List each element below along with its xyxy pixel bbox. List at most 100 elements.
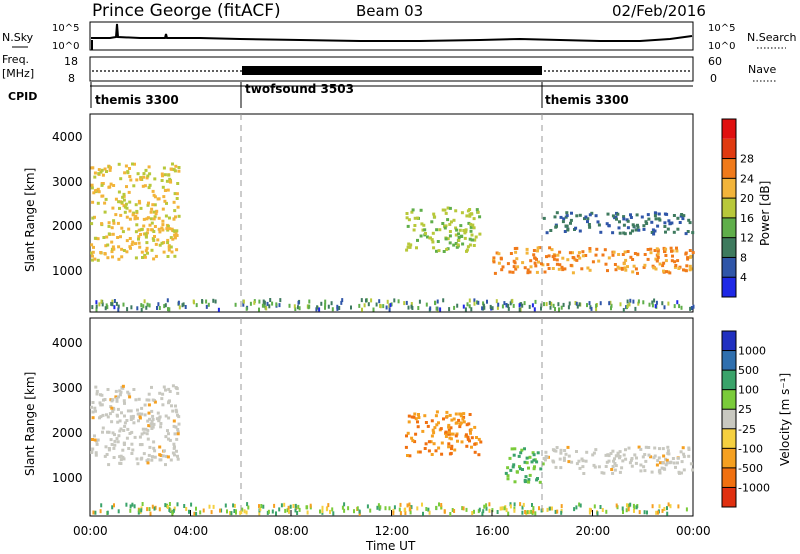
ground-scatter-cell bbox=[434, 301, 437, 306]
echo-cell bbox=[127, 227, 131, 231]
echo-cell bbox=[429, 440, 433, 444]
echo-cell bbox=[114, 395, 118, 399]
echo-cell bbox=[646, 213, 650, 217]
ground-scatter-cell bbox=[358, 511, 361, 516]
ground-scatter-cell bbox=[341, 505, 344, 510]
echo-cell bbox=[469, 431, 472, 435]
echo-cell bbox=[113, 439, 117, 443]
echo-cell bbox=[644, 445, 648, 449]
ground-scatter-cell bbox=[399, 502, 402, 507]
freq-label-2: [MHz] bbox=[2, 67, 34, 80]
ground-scatter-cell bbox=[327, 304, 330, 309]
echo-cell bbox=[134, 242, 137, 246]
echo-cell bbox=[455, 245, 459, 249]
echo-cell bbox=[158, 453, 162, 457]
echo-cell bbox=[615, 454, 619, 458]
echo-cell bbox=[653, 249, 657, 252]
echo-cell bbox=[584, 254, 588, 257]
echo-cell bbox=[679, 214, 683, 218]
echo-cell bbox=[443, 208, 447, 212]
echo-cell bbox=[653, 454, 657, 458]
echo-cell bbox=[435, 249, 438, 253]
echo-cell bbox=[544, 450, 548, 454]
echo-cell bbox=[405, 248, 409, 252]
echo-cell bbox=[456, 243, 460, 247]
echo-cell bbox=[584, 215, 588, 219]
echo-cell bbox=[172, 217, 176, 221]
ground-scatter-cell bbox=[356, 506, 359, 511]
ground-scatter-cell bbox=[410, 304, 413, 309]
echo-cell bbox=[127, 447, 131, 450]
echo-cell bbox=[133, 162, 136, 166]
ground-scatter-cell bbox=[399, 511, 402, 516]
echo-cell bbox=[465, 214, 469, 218]
echo-cell bbox=[440, 452, 444, 456]
echo-cell bbox=[435, 410, 439, 414]
echo-cell bbox=[112, 247, 116, 251]
echo-cell bbox=[622, 262, 626, 266]
echo-cell bbox=[159, 425, 163, 429]
ground-scatter-cell bbox=[320, 301, 323, 306]
power-panel-frame bbox=[89, 113, 694, 313]
echo-cell bbox=[445, 247, 449, 251]
echo-cell bbox=[653, 211, 657, 215]
ground-scatter-cell bbox=[453, 509, 456, 513]
echo-cell bbox=[117, 245, 121, 249]
colorbar-segment bbox=[722, 138, 736, 159]
echo-cell bbox=[171, 409, 175, 413]
echo-cell bbox=[452, 417, 456, 421]
echo-cell bbox=[478, 232, 482, 236]
echo-cell bbox=[175, 410, 179, 414]
ground-scatter-cell bbox=[425, 302, 428, 307]
echo-cell bbox=[618, 470, 622, 474]
echo-cell bbox=[472, 226, 476, 230]
echo-cell bbox=[657, 456, 661, 460]
echo-cell bbox=[586, 220, 589, 224]
ground-scatter-cell bbox=[556, 509, 559, 514]
echo-cell bbox=[433, 215, 437, 219]
echo-cell bbox=[153, 449, 157, 453]
ground-scatter-cell bbox=[259, 507, 262, 512]
ground-scatter-cell bbox=[648, 302, 651, 307]
echo-cell bbox=[629, 213, 632, 217]
echo-cell bbox=[416, 420, 419, 424]
ground-scatter-cell bbox=[306, 505, 309, 510]
ground-scatter-cell bbox=[589, 305, 592, 310]
echo-cell bbox=[154, 254, 158, 258]
colorbar-segment bbox=[722, 217, 736, 238]
echo-cell bbox=[91, 216, 95, 220]
ground-scatter-cell bbox=[549, 305, 552, 310]
echo-cell bbox=[120, 255, 124, 259]
echo-cell bbox=[413, 216, 417, 220]
echo-cell bbox=[144, 168, 148, 172]
colorbar-label: 20 bbox=[740, 192, 754, 205]
echo-cell bbox=[656, 255, 660, 259]
ground-scatter-cell bbox=[142, 304, 145, 309]
echo-cell bbox=[142, 172, 146, 176]
echo-cell bbox=[569, 218, 573, 222]
colorbar-segment bbox=[722, 119, 736, 139]
echo-cell bbox=[112, 446, 116, 450]
ground-scatter-cell bbox=[199, 510, 202, 515]
echo-cell bbox=[138, 412, 142, 416]
ground-scatter-cell bbox=[551, 506, 553, 511]
ground-scatter-cell bbox=[294, 307, 297, 311]
echo-cell bbox=[107, 448, 111, 452]
ground-scatter-cell bbox=[232, 503, 235, 508]
echo-cell bbox=[660, 466, 664, 470]
ground-scatter-cell bbox=[692, 304, 695, 309]
echo-cell bbox=[475, 208, 479, 212]
echo-cell bbox=[105, 170, 108, 173]
echo-cell bbox=[105, 453, 109, 456]
echo-cell bbox=[606, 269, 609, 273]
echo-cell bbox=[624, 448, 627, 452]
echo-cell bbox=[596, 220, 600, 224]
echo-cell bbox=[127, 392, 131, 396]
echo-cell bbox=[135, 457, 139, 461]
echo-cell bbox=[565, 214, 569, 218]
echo-cell bbox=[468, 413, 472, 416]
echo-cell bbox=[565, 224, 569, 228]
echo-cell bbox=[622, 217, 626, 221]
echo-cell bbox=[91, 250, 95, 254]
echo-cell bbox=[528, 473, 532, 477]
